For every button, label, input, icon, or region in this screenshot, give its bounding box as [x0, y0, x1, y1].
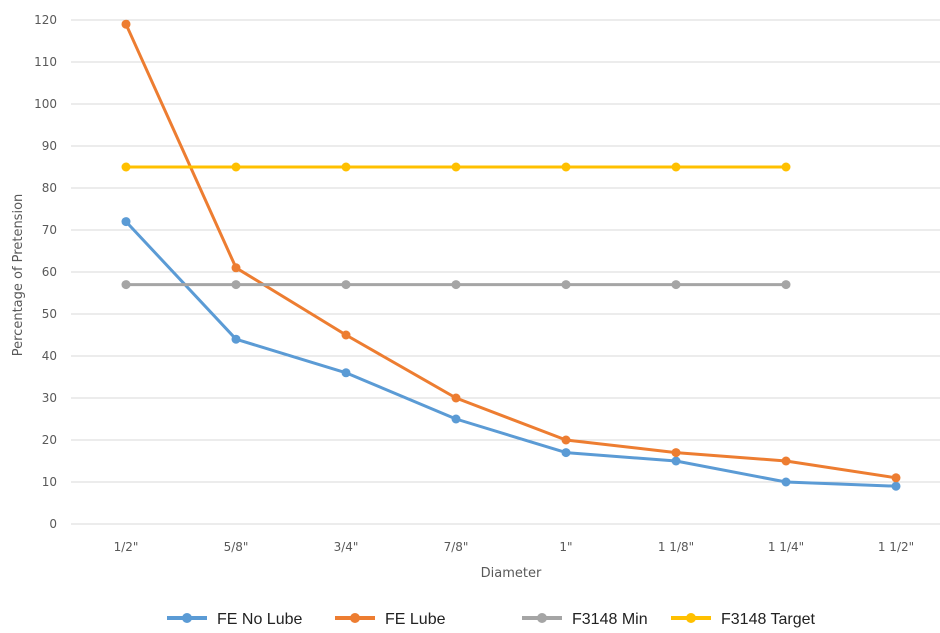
legend-marker: [686, 613, 696, 623]
data-point: [121, 19, 131, 29]
data-point: [561, 448, 571, 458]
x-tick-label: 1 1/4": [768, 540, 804, 554]
legend-entry: F3148 Min: [522, 611, 648, 628]
series-f3148-min: [121, 280, 791, 290]
data-point: [781, 280, 791, 290]
data-point: [561, 162, 571, 172]
data-point: [451, 162, 461, 172]
x-axis-ticks: 1/2" 5/8" 3/4" 7/8" 1" 1 1/8" 1 1/4" 1 1/2": [114, 540, 915, 554]
series-line: [124, 22, 898, 480]
x-tick-label: 1/2": [114, 540, 139, 554]
data-point: [671, 162, 681, 172]
legend-entry: FE Lube: [335, 611, 446, 628]
y-axis-ticks: 0 10 20 30 40 50 60 70 80 90 100 110 120: [34, 13, 57, 531]
x-tick-label: 1 1/2": [878, 540, 914, 554]
series-line: [124, 220, 898, 488]
legend-label: F3148 Target: [721, 611, 816, 628]
legend-marker: [350, 613, 360, 623]
y-tick-label: 60: [42, 265, 57, 279]
legend-marker: [537, 613, 547, 623]
legend: FE No Lube FE Lube F3148 Min F3148 Target: [167, 611, 816, 628]
y-tick-label: 10: [42, 475, 57, 489]
series-lines: [121, 19, 901, 491]
data-point: [121, 162, 131, 172]
data-point: [121, 280, 131, 290]
data-point: [231, 263, 241, 273]
legend-label: FE Lube: [385, 611, 446, 628]
x-tick-label: 1": [559, 540, 572, 554]
y-tick-label: 70: [42, 223, 57, 237]
data-point: [451, 280, 461, 290]
series-fe-no-lube: [121, 217, 901, 491]
legend-label: F3148 Min: [572, 611, 648, 628]
y-tick-label: 110: [34, 55, 57, 69]
data-point: [231, 280, 241, 290]
x-tick-label: 3/4": [334, 540, 359, 554]
data-point: [561, 280, 571, 290]
data-point: [341, 280, 351, 290]
data-point: [671, 456, 681, 466]
y-tick-label: 80: [42, 181, 57, 195]
y-tick-label: 20: [42, 433, 57, 447]
data-point: [231, 162, 241, 172]
data-point: [231, 334, 241, 344]
data-point: [781, 162, 791, 172]
y-tick-label: 30: [42, 391, 57, 405]
y-tick-label: 40: [42, 349, 57, 363]
data-point: [561, 435, 571, 445]
y-tick-label: 0: [49, 517, 57, 531]
y-axis-title: Percentage of Pretension: [11, 194, 26, 357]
data-point: [341, 330, 351, 340]
legend-entry: FE No Lube: [167, 611, 302, 628]
legend-label: FE No Lube: [217, 611, 302, 628]
data-point: [121, 217, 131, 227]
data-point: [671, 280, 681, 290]
data-point: [341, 162, 351, 172]
data-point: [451, 393, 461, 403]
series-fe-lube: [121, 19, 901, 483]
data-point: [891, 481, 901, 491]
data-point: [781, 456, 791, 466]
x-tick-label: 7/8": [444, 540, 469, 554]
y-tick-label: 120: [34, 13, 57, 27]
y-tick-label: 100: [34, 97, 57, 111]
x-tick-label: 5/8": [224, 540, 249, 554]
x-tick-label: 1 1/8": [658, 540, 694, 554]
y-tick-label: 50: [42, 307, 57, 321]
legend-entry: F3148 Target: [671, 611, 816, 628]
data-point: [671, 448, 681, 458]
series-f3148-target: [121, 162, 791, 172]
legend-marker: [182, 613, 192, 623]
data-point: [891, 473, 901, 483]
gridlines: [71, 19, 940, 525]
data-point: [451, 414, 461, 424]
x-axis-title: Diameter: [481, 566, 542, 581]
data-point: [781, 477, 791, 487]
y-tick-label: 90: [42, 139, 57, 153]
data-point: [341, 368, 351, 378]
